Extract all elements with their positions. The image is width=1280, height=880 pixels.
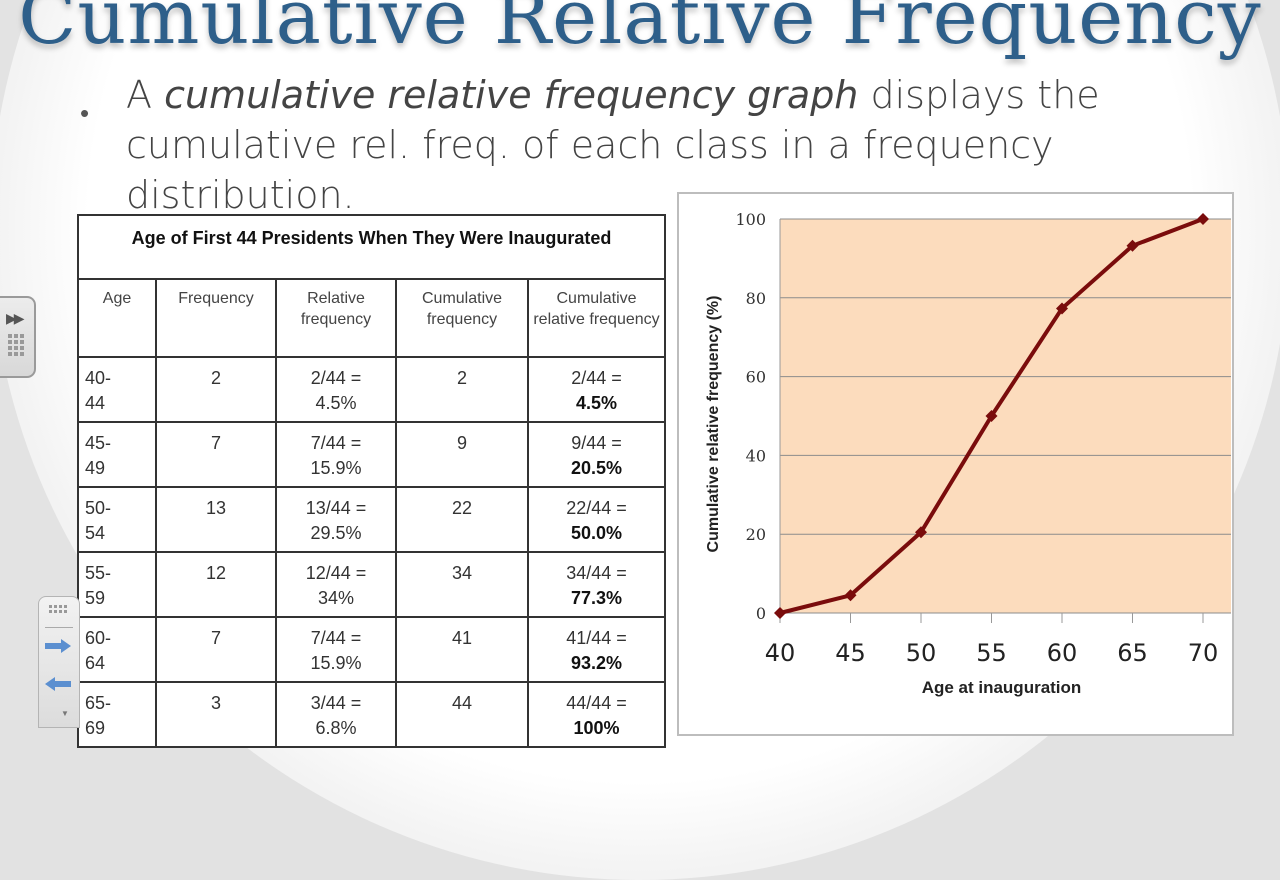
y-tick-label: 60: [746, 368, 766, 387]
column-header-relative-frequency: Relative frequency: [275, 278, 397, 358]
chart-canvas: 0 20 40 60 80 100 40 45 50 55 60 65 70 Age at inaugur…: [705, 210, 1231, 697]
crf-percent: 4.5%: [575, 393, 618, 413]
frequency-cell: 12: [155, 551, 277, 618]
y-tick-label: 100: [735, 210, 766, 229]
bullet-icon: •: [80, 98, 90, 128]
cumulative-frequency-chart: 0 20 40 60 80 100 40 45 50 55 60 65 70 Age at inaugur…: [677, 192, 1234, 736]
frequency-cell: 2: [155, 356, 277, 423]
plot-area: [780, 219, 1231, 613]
frequency-cell: 7: [155, 616, 277, 683]
cumulative-frequency-cell: 34: [395, 551, 529, 618]
y-axis-label: Cumulative relative frequency (%): [705, 296, 722, 553]
y-tick-label: 0: [756, 604, 766, 623]
fast-forward-icon: ▶▶: [6, 310, 24, 326]
data-point-marker: [1056, 302, 1068, 315]
x-tick-label: 55: [976, 639, 1007, 667]
table-row: 55- 59 12 12/44 = 34% 34 34/44 = 77.3%: [77, 551, 666, 618]
age-cell: 50- 54: [77, 486, 157, 553]
x-tick-label: 65: [1117, 639, 1148, 667]
data-point-marker: [985, 410, 998, 422]
age-cell: 40- 44: [77, 356, 157, 423]
divider: [45, 627, 73, 628]
slide-body-text: A cumulative relative frequency graph di…: [126, 70, 1206, 220]
slide-panel-toggle[interactable]: ▶▶: [0, 296, 36, 378]
grid-icon[interactable]: [49, 605, 67, 613]
column-header-cumulative-relative-frequency: Cumulative relative frequency: [527, 278, 666, 358]
column-header-frequency: Frequency: [155, 278, 277, 358]
relative-frequency-cell: 3/44 = 6.8%: [275, 681, 397, 748]
y-tick-label: 20: [746, 525, 766, 544]
crf-fraction: 2/44 =: [571, 368, 622, 388]
crf-fraction: 44/44 =: [566, 693, 627, 713]
column-header-cumulative-frequency: Cumulative frequency: [395, 278, 529, 358]
crf-fraction: 34/44 =: [566, 563, 627, 583]
frequency-table: Age of First 44 Presidents When They Wer…: [77, 214, 666, 748]
column-header-age: Age: [77, 278, 157, 358]
table-row: 50- 54 13 13/44 = 29.5% 22 22/44 = 50.0%: [77, 486, 666, 553]
table-row: 65- 69 3 3/44 = 6.8% 44 44/44 = 100%: [77, 681, 666, 748]
x-tick-label: 70: [1188, 639, 1219, 667]
crf-percent: 20.5%: [570, 458, 623, 478]
table-caption: Age of First 44 Presidents When They Wer…: [77, 214, 666, 280]
body-suffix: displays the cumulative rel. freq. of ea…: [126, 73, 1100, 217]
x-tick-label: 40: [765, 639, 796, 667]
cumulative-relative-frequency-cell: 22/44 = 50.0%: [527, 486, 666, 553]
data-point-marker: [915, 526, 927, 539]
crf-fraction: 22/44 =: [566, 498, 627, 518]
grid-dots-icon: [8, 334, 24, 356]
crf-fraction: 41/44 =: [566, 628, 627, 648]
data-point-marker: [774, 607, 786, 619]
frequency-cell: 7: [155, 421, 277, 488]
data-point-marker: [1126, 239, 1139, 252]
table-row: 60- 64 7 7/44 = 15.9% 41 41/44 = 93.2%: [77, 616, 666, 683]
cumulative-frequency-cell: 41: [395, 616, 529, 683]
next-slide-arrow-icon[interactable]: [45, 639, 71, 653]
crf-fraction: 9/44 =: [571, 433, 622, 453]
data-point-marker: [844, 589, 857, 602]
data-point-marker: [1197, 213, 1209, 225]
cumulative-frequency-cell: 22: [395, 486, 529, 553]
x-axis-label: Age at inauguration: [922, 678, 1082, 697]
table-row: 45- 49 7 7/44 = 15.9% 9 9/44 = 20.5%: [77, 421, 666, 488]
cumulative-relative-frequency-cell: 34/44 = 77.3%: [527, 551, 666, 618]
cumulative-relative-frequency-cell: 9/44 = 20.5%: [527, 421, 666, 488]
body-emphasis: cumulative relative frequency graph: [164, 73, 859, 117]
crf-percent: 100%: [573, 718, 620, 738]
frequency-cell: 13: [155, 486, 277, 553]
menu-dropdown-icon[interactable]: ▼: [61, 709, 69, 718]
relative-frequency-cell: 12/44 = 34%: [275, 551, 397, 618]
slide-navigation-panel: ▼: [38, 596, 80, 728]
relative-frequency-cell: 7/44 = 15.9%: [275, 421, 397, 488]
age-cell: 60- 64: [77, 616, 157, 683]
relative-frequency-cell: 2/44 = 4.5%: [275, 356, 397, 423]
cumulative-frequency-cell: 9: [395, 421, 529, 488]
age-cell: 55- 59: [77, 551, 157, 618]
cumulative-frequency-cell: 2: [395, 356, 529, 423]
crf-percent: 77.3%: [570, 588, 623, 608]
x-tick-label: 60: [1047, 639, 1078, 667]
relative-frequency-cell: 13/44 = 29.5%: [275, 486, 397, 553]
cumulative-relative-frequency-cell: 44/44 = 100%: [527, 681, 666, 748]
y-tick-label: 40: [746, 446, 766, 465]
crf-percent: 93.2%: [570, 653, 623, 673]
y-tick-label: 80: [746, 289, 766, 308]
crf-percent: 50.0%: [570, 523, 623, 543]
cumulative-relative-frequency-cell: 2/44 = 4.5%: [527, 356, 666, 423]
cumulative-frequency-cell: 44: [395, 681, 529, 748]
slide-title: Cumulative Relative Frequency: [18, 0, 1262, 61]
body-prefix: A: [126, 73, 165, 117]
x-tick-label: 45: [835, 639, 866, 667]
age-cell: 45- 49: [77, 421, 157, 488]
frequency-cell: 3: [155, 681, 277, 748]
relative-frequency-cell: 7/44 = 15.9%: [275, 616, 397, 683]
x-tick-label: 50: [906, 639, 937, 667]
table-row: 40- 44 2 2/44 = 4.5% 2 2/44 = 4.5%: [77, 356, 666, 423]
age-cell: 65- 69: [77, 681, 157, 748]
previous-slide-arrow-icon[interactable]: [45, 677, 71, 691]
cumulative-relative-frequency-cell: 41/44 = 93.2%: [527, 616, 666, 683]
